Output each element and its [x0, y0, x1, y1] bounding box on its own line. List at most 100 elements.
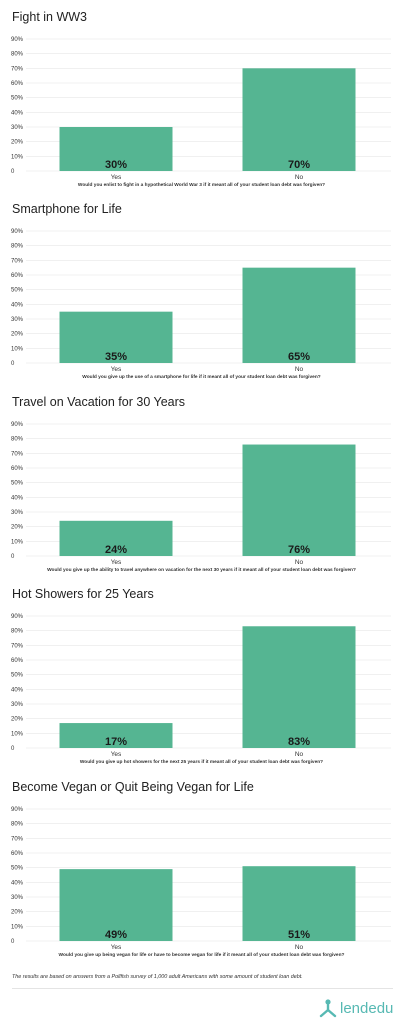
bar	[242, 68, 356, 171]
y-tick-label: 60%	[11, 658, 24, 664]
y-tick-label: 90%	[11, 422, 24, 428]
bar	[59, 869, 173, 941]
y-tick-label: 0	[11, 554, 15, 560]
data-label: 65%	[288, 351, 310, 363]
y-tick-label: 10%	[11, 731, 24, 737]
y-tick-label: 30%	[11, 702, 24, 708]
chart-title: Travel on Vacation for 30 Years	[12, 395, 186, 409]
x-tick-label: No	[295, 366, 304, 373]
bar	[242, 626, 356, 748]
y-tick-label: 90%	[11, 807, 24, 813]
chart-title: Fight in WW3	[12, 10, 88, 24]
x-tick-label: No	[295, 944, 304, 951]
x-tick-label: Yes	[111, 174, 122, 181]
chart-title: Become Vegan or Quit Being Vegan for Lif…	[12, 780, 254, 794]
x-tick-label: Yes	[111, 751, 122, 758]
y-tick-label: 20%	[11, 910, 24, 916]
y-tick-label: 70%	[11, 836, 24, 842]
bar	[242, 866, 356, 941]
footer-divider	[12, 988, 393, 989]
y-tick-label: 70%	[11, 643, 24, 649]
y-tick-label: 50%	[11, 673, 24, 679]
y-tick-label: 60%	[11, 273, 24, 279]
bar-chart: 0 10% 20% 30% 40% 50% 60% 70% 80% 90% 24% Yes 76% No	[11, 422, 391, 566]
x-axis-label: Would you give up the ability to travel …	[47, 568, 356, 573]
x-tick-label: No	[295, 751, 304, 758]
y-tick-label: 40%	[11, 110, 24, 116]
y-tick-label: 10%	[11, 154, 24, 160]
bar	[59, 723, 173, 748]
x-tick-label: No	[295, 174, 304, 181]
y-tick-label: 70%	[11, 451, 24, 457]
bar-chart: 0 10% 20% 30% 40% 50% 60% 70% 80% 90% 30% Yes 70% No	[11, 37, 391, 181]
y-tick-label: 70%	[11, 66, 24, 72]
y-tick-label: 20%	[11, 525, 24, 531]
bar-chart: 0 10% 20% 30% 40% 50% 60% 70% 80% 90% 49% Yes 51% No	[11, 807, 391, 951]
x-tick-label: Yes	[111, 366, 122, 373]
y-tick-label: 30%	[11, 895, 24, 901]
y-tick-label: 80%	[11, 244, 24, 250]
x-axis-label: Would you enlist to fight in a hypotheti…	[77, 183, 326, 188]
y-tick-label: 80%	[11, 822, 24, 828]
bar	[59, 127, 173, 171]
y-tick-label: 80%	[11, 52, 24, 58]
y-tick-label: 50%	[11, 288, 24, 294]
y-tick-label: 40%	[11, 495, 24, 501]
chart-panel: Hot Showers for 25 Years 0 10% 20% 30% 40% 50%…	[0, 577, 403, 769]
bar-chart: 0 10% 20% 30% 40% 50% 60% 70% 80% 90% 35% Yes 65% No	[11, 229, 391, 373]
y-tick-label: 20%	[11, 140, 24, 146]
y-tick-label: 10%	[11, 539, 24, 545]
chart-panel: Smartphone for Life 0 10% 20% 30% 40% 50% 60% 70…	[0, 192, 403, 384]
y-tick-label: 10%	[11, 924, 24, 930]
x-axis-label: Would you give up the use of a smartphon…	[82, 375, 321, 380]
y-tick-label: 60%	[11, 851, 24, 857]
y-tick-label: 80%	[11, 437, 24, 443]
y-tick-label: 60%	[11, 466, 24, 472]
y-tick-label: 0	[11, 361, 15, 367]
data-label: 83%	[288, 736, 310, 748]
y-tick-label: 60%	[11, 81, 24, 87]
data-label: 49%	[105, 929, 127, 941]
y-tick-label: 90%	[11, 229, 24, 235]
brand-name: lendedu	[340, 999, 394, 1017]
y-tick-label: 70%	[11, 258, 24, 264]
bar-chart: 0 10% 20% 30% 40% 50% 60% 70% 80% 90% 17% Yes 83% No	[11, 614, 391, 758]
data-label: 35%	[105, 351, 127, 363]
lendedu-logo-icon	[319, 999, 337, 1018]
data-label: 70%	[288, 159, 310, 171]
y-tick-label: 40%	[11, 302, 24, 308]
data-label: 24%	[105, 544, 127, 556]
y-tick-label: 0	[11, 746, 15, 752]
y-tick-label: 90%	[11, 37, 24, 43]
y-tick-label: 10%	[11, 346, 24, 352]
y-tick-label: 30%	[11, 125, 24, 131]
y-tick-label: 50%	[11, 866, 24, 872]
y-tick-label: 50%	[11, 481, 24, 487]
x-axis-label: Would you give up being vegan for life o…	[58, 953, 345, 958]
y-tick-label: 90%	[11, 614, 24, 620]
bar	[59, 311, 173, 363]
data-label: 17%	[105, 736, 127, 748]
data-label: 51%	[288, 929, 310, 941]
bar	[242, 267, 356, 363]
x-axis-label: Would you give up hot showers for the ne…	[79, 760, 324, 765]
data-label: 30%	[105, 159, 127, 171]
data-label: 76%	[288, 544, 310, 556]
survey-footnote: The results are based on answers from a …	[12, 974, 303, 980]
y-tick-label: 0	[11, 169, 15, 175]
y-tick-label: 40%	[11, 880, 24, 886]
bar	[59, 520, 173, 556]
y-tick-label: 0	[11, 939, 15, 945]
y-tick-label: 50%	[11, 96, 24, 102]
chart-panel: Fight in WW3 0 10% 20% 30% 40% 50% 60% 70% 80% 90%…	[0, 0, 403, 192]
y-tick-label: 20%	[11, 717, 24, 723]
chart-panel: Become Vegan or Quit Being Vegan for Lif…	[0, 770, 403, 962]
bar	[242, 444, 356, 556]
y-tick-label: 30%	[11, 317, 24, 323]
x-tick-label: Yes	[111, 944, 122, 951]
x-tick-label: No	[295, 559, 304, 566]
brand-logo[interactable]: lendedu	[318, 998, 393, 1018]
x-tick-label: Yes	[111, 559, 122, 566]
y-tick-label: 40%	[11, 687, 24, 693]
chart-title: Smartphone for Life	[12, 202, 122, 216]
